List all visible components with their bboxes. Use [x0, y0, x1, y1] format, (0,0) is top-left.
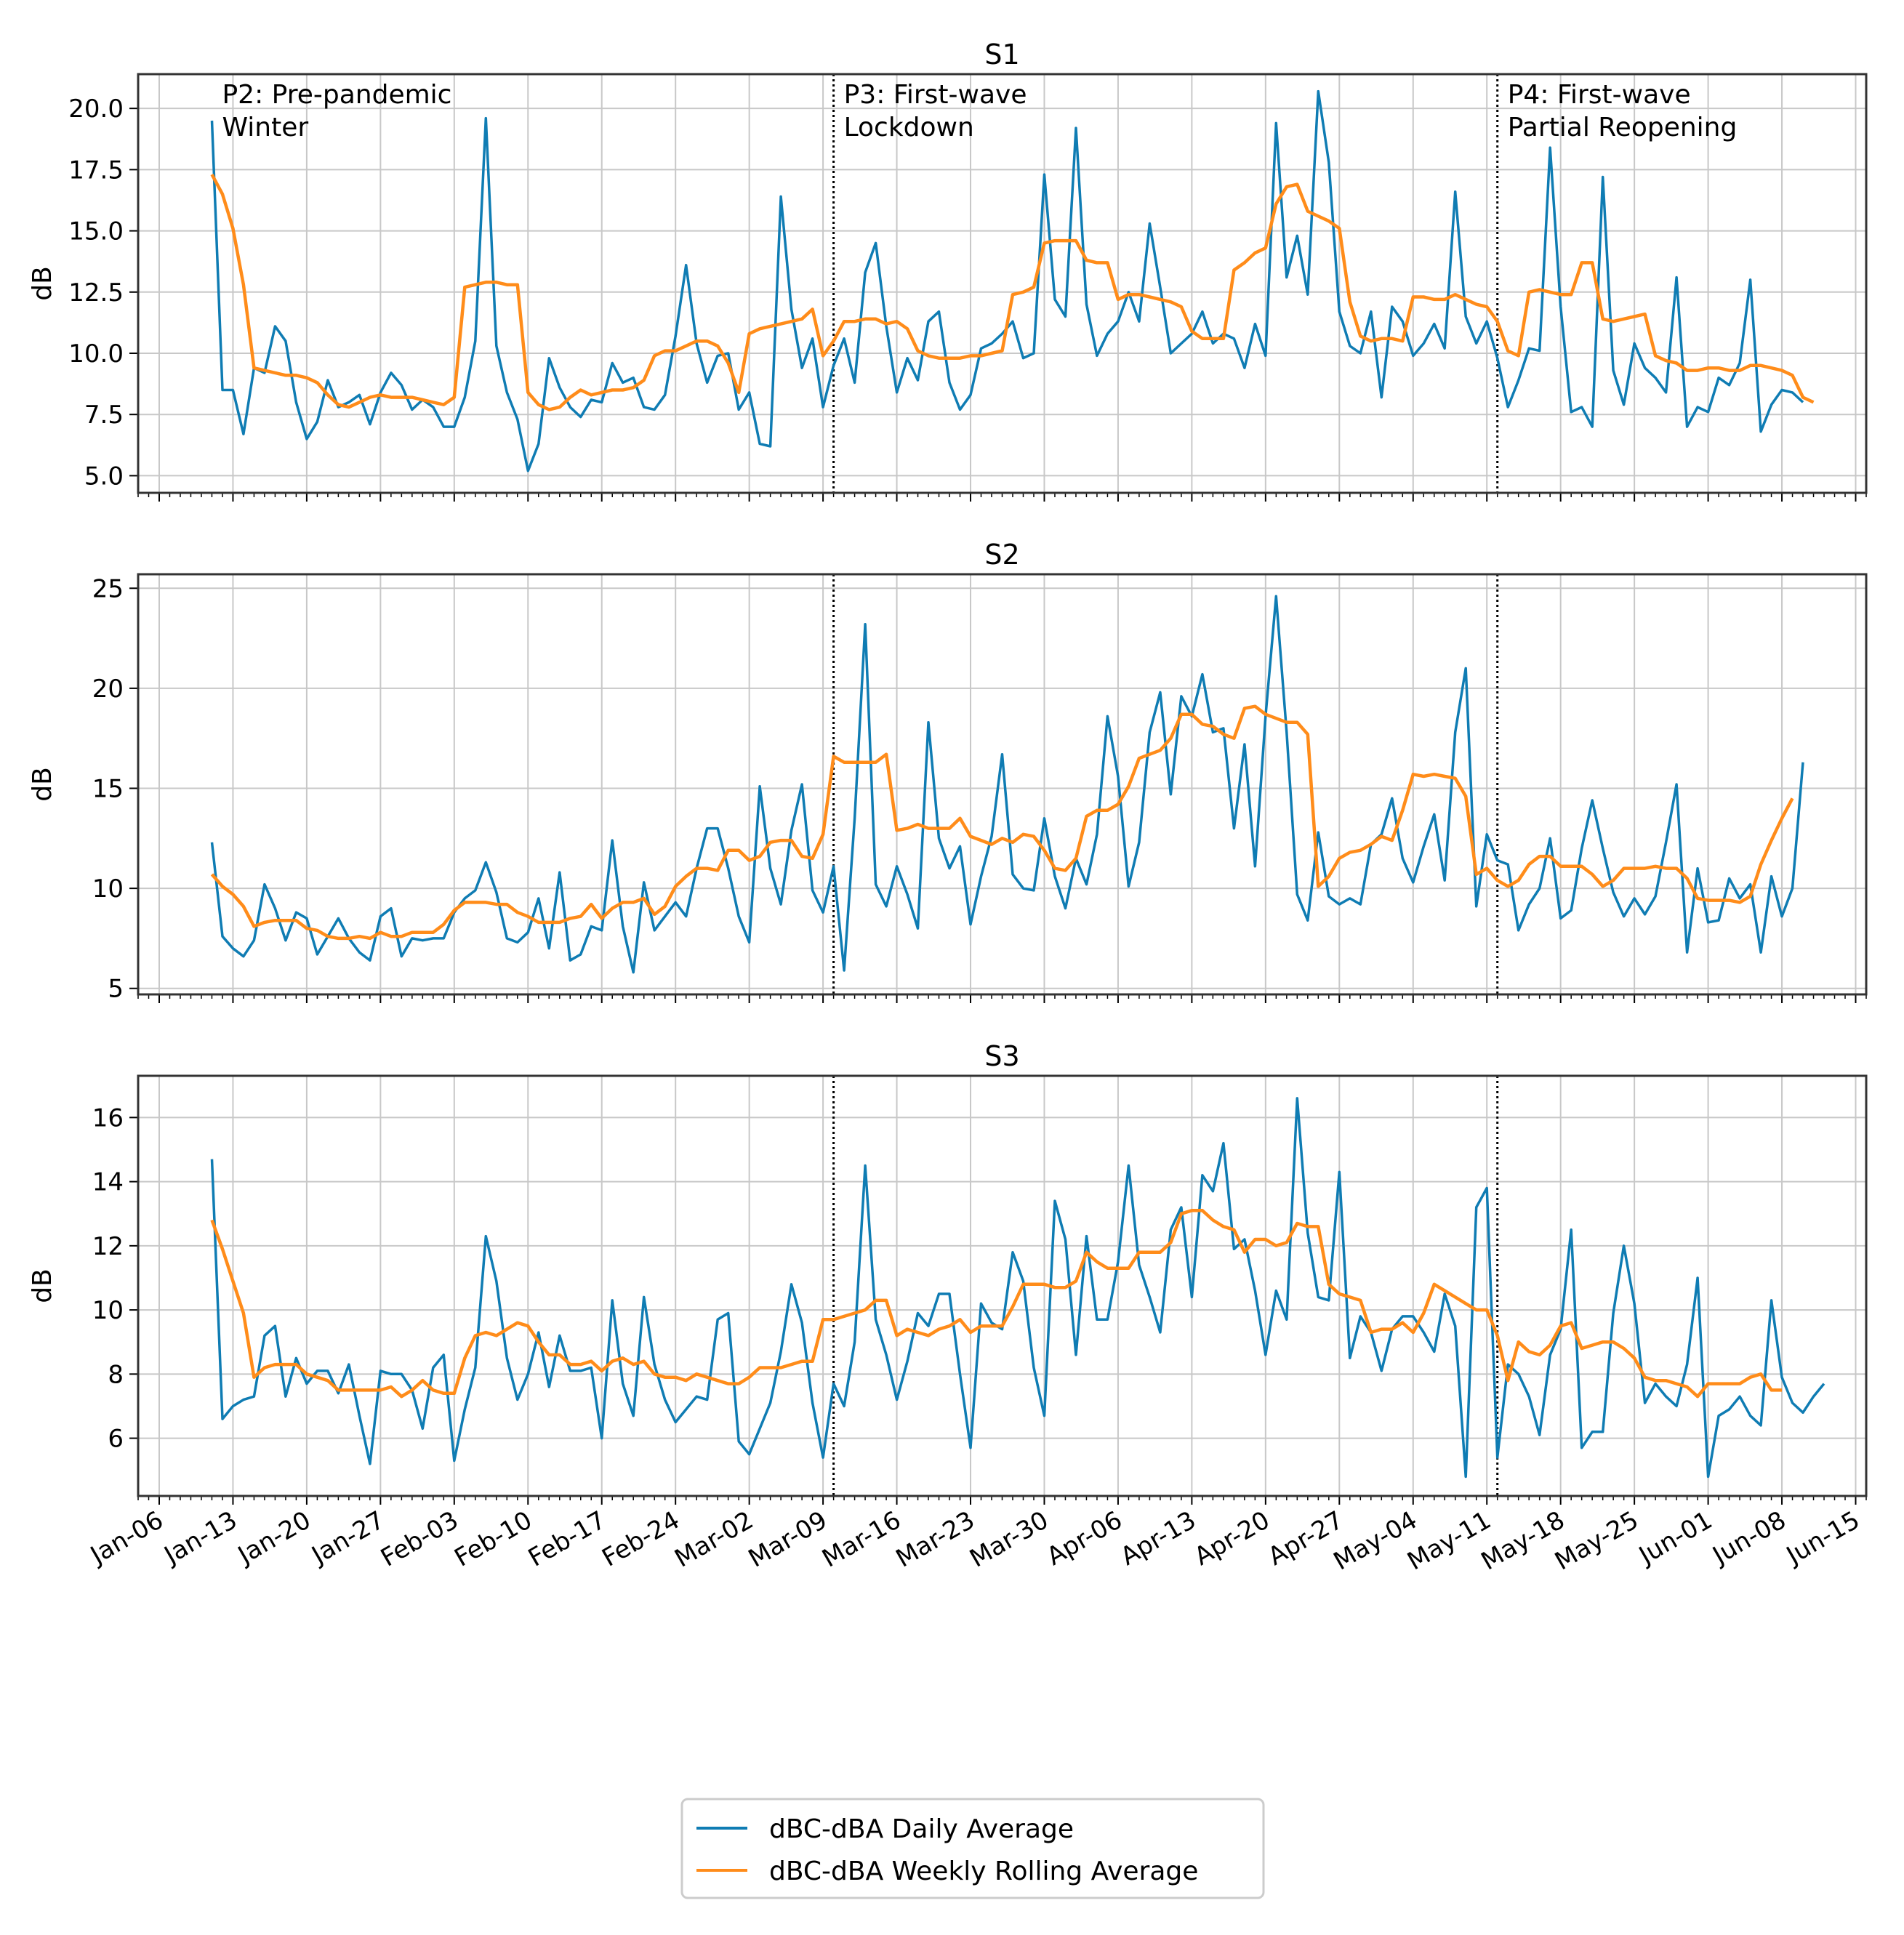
- x-tick-label: May-04: [1329, 1505, 1422, 1576]
- y-tick-label: 12: [92, 1232, 124, 1261]
- plot-frame: [137, 73, 1868, 494]
- x-tick-label: Feb-03: [376, 1505, 463, 1573]
- y-tick-label: 14: [92, 1168, 124, 1197]
- panel-title: S3: [984, 1040, 1019, 1072]
- x-tick-label: May-25: [1550, 1505, 1643, 1576]
- plot-area: [138, 574, 1866, 994]
- period-label-4: Partial Reopening: [1508, 113, 1738, 142]
- x-tick-label: May-18: [1477, 1505, 1570, 1576]
- period-label-2: Winter: [222, 113, 308, 142]
- x-tick-label: Jun-15: [1780, 1505, 1865, 1571]
- series-daily-line: [210, 595, 1804, 974]
- y-tick-label: 5.0: [84, 462, 124, 491]
- y-tick-label: 15: [92, 775, 124, 804]
- x-tick-label: Jan-13: [158, 1505, 242, 1571]
- panel-s3: 6810121416S3dBJan-06Jan-13Jan-20Jan-27Fe…: [28, 1040, 1868, 1576]
- y-axis-label: dB: [28, 1268, 57, 1303]
- y-tick-label: 5: [108, 975, 124, 1004]
- y-tick-label: 7.5: [84, 401, 124, 430]
- x-tick-label: Jun-08: [1707, 1505, 1791, 1571]
- period-label-3: Lockdown: [844, 113, 974, 142]
- panel-s2: 5 10 15 20 25 S2 dB: [28, 539, 1868, 1004]
- legend: dBC-dBA Daily Average dBC-dBA Weekly Rol…: [680, 1798, 1265, 1899]
- plot-area: [138, 1076, 1866, 1496]
- y-tick-label: 12.5: [68, 278, 124, 307]
- y-tick-label: 8: [108, 1360, 124, 1389]
- x-tick-label: Jun-01: [1633, 1505, 1717, 1571]
- x-tick-label: Feb-24: [597, 1505, 684, 1573]
- x-tick-label: Mar-30: [965, 1505, 1053, 1573]
- series-weekly-line: [210, 174, 1815, 411]
- x-tick-label: Feb-17: [523, 1505, 611, 1573]
- y-tick-label: 10: [92, 874, 124, 904]
- x-tick-label: Mar-09: [744, 1505, 832, 1573]
- panel-title: S2: [984, 539, 1019, 571]
- x-tick-label: Apr-20: [1189, 1505, 1274, 1572]
- legend-frame: [680, 1798, 1265, 1899]
- period-label-2: P2: Pre-pandemic: [222, 80, 451, 110]
- y-axis-label: dB: [28, 767, 57, 802]
- panels-layer: 5.0 7.5 10.0 12.5 15.0 17.5 20.0 S1 dB P2: Pre-pa…: [28, 39, 1868, 1576]
- y-tick-label: 20: [92, 675, 124, 704]
- y-tick-label: 15.0: [68, 217, 124, 246]
- y-tick-label: 20.0: [68, 94, 124, 124]
- y-axis-label: dB: [28, 266, 57, 301]
- plot-frame: [137, 573, 1868, 996]
- x-tick-label: Apr-13: [1116, 1505, 1201, 1572]
- x-tick-label: Mar-02: [670, 1505, 758, 1573]
- x-tick-label: Mar-23: [891, 1505, 980, 1573]
- panel-title: S1: [984, 39, 1019, 71]
- plot-area: [138, 74, 1866, 493]
- y-tick-label: 25: [92, 574, 124, 603]
- x-tick-label: Jan-20: [232, 1505, 316, 1571]
- series-weekly-line: [210, 1209, 1782, 1399]
- x-tick-label: Jan-27: [306, 1505, 390, 1571]
- x-tick-label: Jan-06: [84, 1505, 168, 1571]
- period-label-4: P4: First-wave: [1508, 80, 1691, 110]
- legend-label-daily: dBC-dBA Daily Average: [769, 1814, 1074, 1844]
- period-label-3: P3: First-wave: [844, 80, 1027, 110]
- y-tick-label: 10: [92, 1296, 124, 1325]
- x-tick-label: Mar-16: [817, 1505, 906, 1573]
- x-tick-label: Apr-06: [1042, 1505, 1127, 1572]
- plot-frame: [137, 1074, 1868, 1497]
- series-daily-line: [210, 1097, 1825, 1479]
- legend-label-weekly: dBC-dBA Weekly Rolling Average: [769, 1856, 1198, 1886]
- x-tick-label: May-11: [1402, 1505, 1495, 1576]
- x-tick-label: Feb-10: [450, 1505, 537, 1573]
- panel-s1: 5.0 7.5 10.0 12.5 15.0 17.5 20.0 S1 dB P2: Pre-pa…: [28, 39, 1868, 502]
- y-tick-label: 6: [108, 1425, 124, 1454]
- y-tick-label: 16: [92, 1103, 124, 1133]
- series-weekly-line: [210, 704, 1794, 941]
- y-tick-label: 17.5: [68, 156, 124, 185]
- y-tick-label: 10.0: [68, 339, 124, 369]
